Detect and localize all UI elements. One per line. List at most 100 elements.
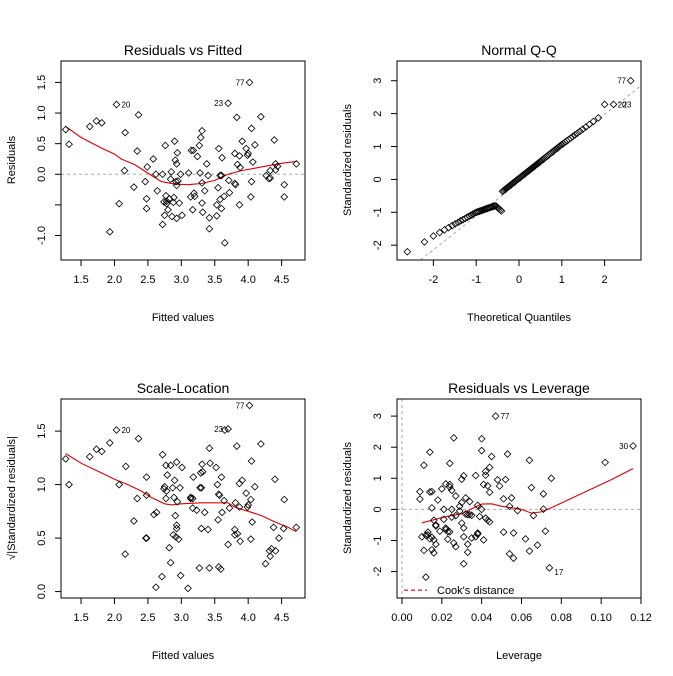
data-point xyxy=(424,528,432,536)
data-point xyxy=(166,558,175,567)
data-point xyxy=(205,213,214,222)
data-point xyxy=(162,191,170,200)
data-point xyxy=(188,205,197,214)
data-point xyxy=(224,425,232,433)
data-point xyxy=(475,207,484,216)
data-point xyxy=(174,177,182,185)
point-label: 23 xyxy=(214,425,223,434)
data-point xyxy=(168,483,177,492)
data-point xyxy=(198,208,207,217)
data-point xyxy=(174,535,183,544)
data-point xyxy=(427,503,436,512)
y-tick-label: -2 xyxy=(372,567,384,577)
y-tick-label: -1 xyxy=(372,536,384,546)
data-point xyxy=(214,563,223,571)
data-point xyxy=(178,463,186,472)
chart-title: Normal Q-Q xyxy=(481,42,557,58)
data-point xyxy=(217,171,226,180)
data-point xyxy=(513,506,522,515)
data-point xyxy=(165,194,174,203)
data-point xyxy=(166,175,175,184)
x-tick-label: 0.12 xyxy=(630,612,651,624)
data-point xyxy=(497,207,506,215)
data-point xyxy=(92,445,101,454)
data-point xyxy=(280,193,289,201)
data-point xyxy=(422,573,430,582)
point-label: 30 xyxy=(619,442,628,451)
x-tick-label: 0.04 xyxy=(471,612,492,624)
data-point xyxy=(247,124,256,133)
data-point xyxy=(429,549,438,557)
y-tick-label: 0 xyxy=(372,176,384,182)
data-point xyxy=(225,504,234,512)
data-point xyxy=(165,543,174,552)
x-tick-label: 1.5 xyxy=(73,274,88,286)
data-point xyxy=(163,471,172,479)
y-tick-label: 0.5 xyxy=(36,530,48,545)
x-tick-label: 3.0 xyxy=(174,274,189,286)
data-point xyxy=(170,193,178,202)
data-point xyxy=(236,537,245,546)
data-point xyxy=(230,149,239,158)
data-point xyxy=(473,501,482,510)
data-point xyxy=(198,178,206,187)
data-point xyxy=(271,547,280,555)
data-point xyxy=(467,511,476,520)
data-point xyxy=(170,137,179,146)
data-point xyxy=(172,181,181,190)
data-point xyxy=(246,535,255,544)
data-point xyxy=(204,171,212,180)
data-point xyxy=(479,535,488,544)
data-point xyxy=(451,511,460,520)
data-point xyxy=(224,540,232,549)
data-point xyxy=(150,510,158,519)
data-point xyxy=(273,162,282,171)
data-point xyxy=(505,549,514,558)
x-axis-label: Fitted values xyxy=(152,650,215,662)
data-point xyxy=(121,128,130,137)
data-point xyxy=(164,205,172,214)
data-point xyxy=(451,492,460,500)
y-tick-label: 0 xyxy=(372,506,384,512)
data-point xyxy=(158,170,167,179)
data-point xyxy=(235,152,244,160)
data-point xyxy=(190,192,199,201)
data-point xyxy=(173,497,182,506)
point-label: 23 xyxy=(623,100,632,109)
data-point xyxy=(162,199,171,208)
data-point xyxy=(525,547,534,555)
data-point xyxy=(545,563,554,572)
data-point xyxy=(189,146,198,155)
data-point xyxy=(437,484,446,493)
data-point xyxy=(443,535,452,544)
data-point xyxy=(479,480,488,489)
data-point xyxy=(422,531,430,540)
data-point xyxy=(525,456,534,465)
x-axis-label: Fitted values xyxy=(152,312,215,324)
data-point xyxy=(533,541,542,550)
data-point xyxy=(172,524,181,533)
data-point xyxy=(214,144,223,153)
data-point xyxy=(143,163,152,171)
data-point xyxy=(200,186,209,195)
data-point xyxy=(231,180,240,189)
data-point xyxy=(454,218,462,227)
x-tick-label: 2.5 xyxy=(140,612,155,624)
data-point xyxy=(170,476,179,485)
data-point xyxy=(477,434,486,443)
data-point xyxy=(97,447,106,456)
data-point xyxy=(198,467,207,476)
point-label: 77 xyxy=(617,77,626,86)
data-point xyxy=(248,518,257,526)
data-point xyxy=(216,565,225,573)
x-axis-label: Leverage xyxy=(496,650,542,662)
x-tick-label: 0.08 xyxy=(551,612,572,624)
data-point xyxy=(142,534,151,542)
data-point xyxy=(463,540,472,549)
data-point xyxy=(158,572,166,581)
data-point xyxy=(488,202,497,211)
data-point xyxy=(245,401,254,410)
data-point xyxy=(212,212,221,220)
data-point xyxy=(629,442,637,450)
smoother-line xyxy=(65,453,297,533)
